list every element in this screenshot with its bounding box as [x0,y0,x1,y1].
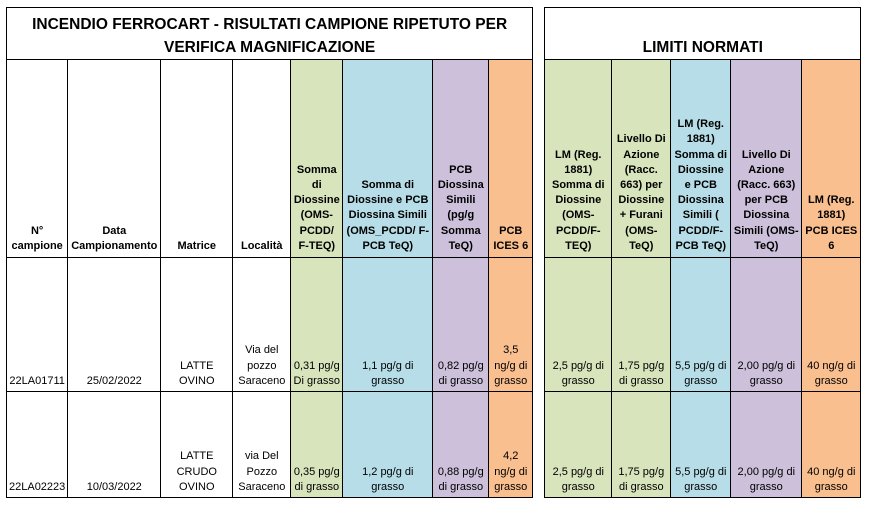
table-row: 22LA01711 25/02/2022 LATTE OVINO Via del… [5,257,862,392]
limits-title: LIMITI NORMATI [544,7,862,60]
header-lm-diossine-pcb: LM (Reg. 1881) Somma di Diossine e PCB D… [670,59,732,258]
table-row: 22LA02223 10/03/2022 LATTE CRUDO OVINO v… [5,391,862,498]
cell-lm-pcb-ices6: 40 ng/g di grasso [801,391,862,498]
header-campione: N° campione [5,59,69,258]
header-pcb-ices6: PCB ICES 6 [488,59,534,258]
header-lm-pcb-ices6: LM (Reg. 1881) PCB ICES 6 [801,59,862,258]
cell-data: 25/02/2022 [67,257,162,392]
cell-livello-azione-diossine: 1,75 pg/g di grasso [611,257,672,392]
cell-pcb-diossina-simili: 0,82 pg/g di grasso [432,257,490,392]
cell-livello-azione-pcb: 2,00 pg/g di grasso [730,391,803,498]
cell-lm-diossine: 2,5 pg/g di grasso [544,391,613,498]
cell-somma-diossine: 0,31 pg/g Di grasso [290,257,344,392]
cell-lm-diossine: 2,5 pg/g di grasso [544,257,613,392]
cell-somma-diossine-pcb: 1,1 pg/g di grasso [342,257,434,392]
cell-campione: 22LA02223 [5,391,69,498]
cell-matrice: LATTE OVINO [160,257,234,392]
cell-somma-diossine-pcb: 1,2 pg/g di grasso [342,391,434,498]
column-gap [532,7,545,498]
cell-pcb-ices6: 3,5 ng/g di grasso [488,257,534,392]
header-somma-diossine-pcb: Somma di Diossine e PCB Diossina Simili … [342,59,434,258]
header-matrice: Matrice [160,59,234,258]
cell-lm-diossine-pcb: 5,5 pg/g di grasso [670,391,732,498]
cell-matrice: LATTE CRUDO OVINO [160,391,234,498]
cell-localita: Via del pozzo Saraceno [232,257,292,392]
header-data: Data Campionamento [67,59,162,258]
cell-localita: via Del Pozzo Saraceno [232,391,292,498]
cell-pcb-diossina-simili: 0,88 pg/g di grasso [432,391,490,498]
cell-lm-pcb-ices6: 40 ng/g di grasso [801,257,862,392]
results-table-wrapper: INCENDIO FERROCART - RISULTATI CAMPIONE … [5,7,862,498]
header-somma-diossine: Somma di Diossine (OMS-PCDD/ F-TEQ) [290,59,344,258]
cell-somma-diossine: 0,35 pg/g di grasso [290,391,344,498]
header-livello-azione-pcb: Livello Di Azione (Racc. 663) per PCB Di… [730,59,803,258]
header-pcb-diossina-simili: PCB Diossina Simili (pg/g Somma TeQ) [432,59,490,258]
header-livello-azione-diossine: Livello Di Azione (Racc. 663) per Diossi… [611,59,672,258]
header-localita: Località [232,59,292,258]
cell-lm-diossine-pcb: 5,5 pg/g di grasso [670,257,732,392]
cell-campione: 22LA01711 [5,257,69,392]
cell-data: 10/03/2022 [67,391,162,498]
cell-pcb-ices6: 4,2 ng/g di grasso [488,391,534,498]
results-table: INCENDIO FERROCART - RISULTATI CAMPIONE … [5,7,862,498]
header-lm-diossine: LM (Reg. 1881) Somma di Diossine (OMS-PC… [544,59,613,258]
cell-livello-azione-diossine: 1,75 pg/g di grasso [611,391,672,498]
table-title: INCENDIO FERROCART - RISULTATI CAMPIONE … [5,7,534,60]
cell-livello-azione-pcb: 2,00 pg/g di grasso [730,257,803,392]
